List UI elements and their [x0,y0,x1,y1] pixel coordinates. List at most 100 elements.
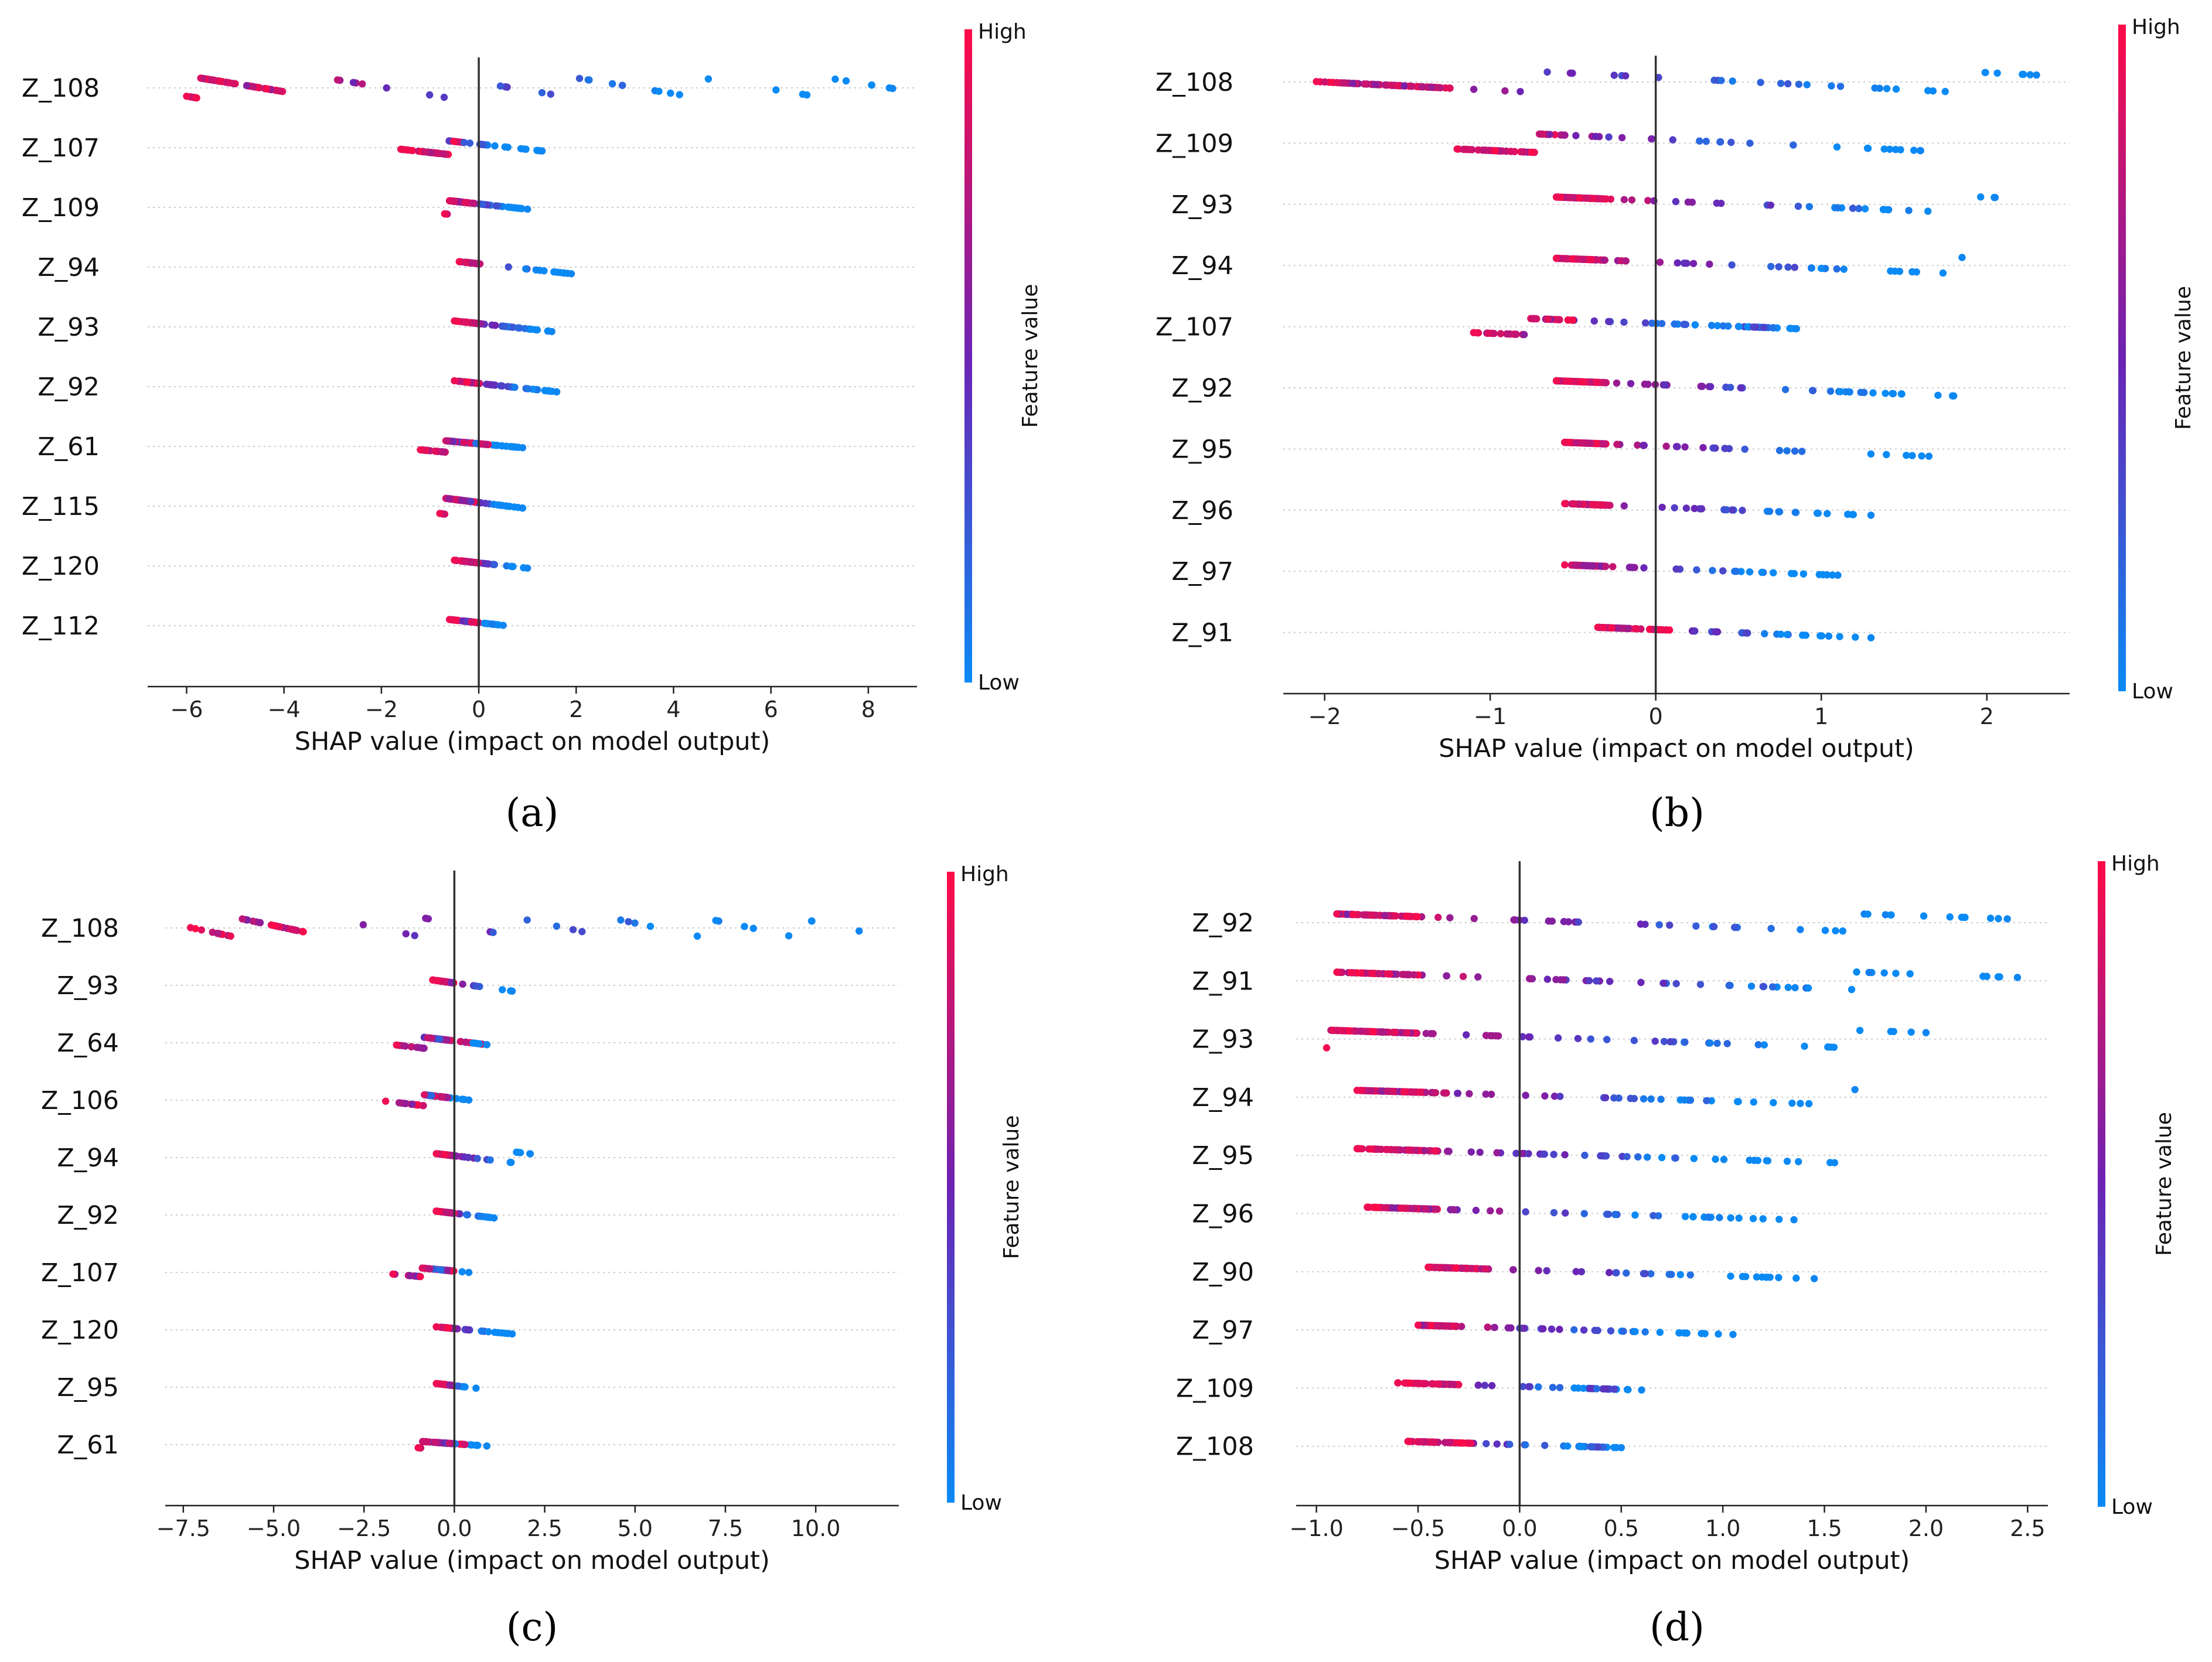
shap-dot [469,199,477,207]
shap-dot [1484,1323,1492,1331]
x-tick-label: −2 [1308,704,1341,729]
shap-dot [1333,910,1341,918]
shap-dot [1739,507,1746,514]
shap-dot [455,258,463,265]
shap-dot [1983,972,1991,980]
shap-dot [1561,131,1569,139]
shap-dot [275,87,283,95]
shap-dot [1869,389,1877,397]
shap-dot [407,1272,414,1279]
shap-dot [187,924,195,931]
shap-dot [1516,88,1524,95]
shap-dot [1338,79,1346,87]
shap-dot [527,325,536,333]
shap-dot [437,1266,444,1274]
shap-dot [1658,1153,1666,1162]
shap-dot [1412,913,1419,920]
shap-dot [1541,1442,1549,1449]
shap-dot [466,139,474,147]
colorbar-high-label: High [978,20,1027,44]
shap-dot [1883,85,1891,93]
shap-dot [1585,977,1593,985]
shap-dot [1572,439,1580,446]
shap-dot [443,437,451,445]
shap-dot [1574,918,1582,926]
shap-dot [517,1149,524,1156]
shap-dot [1446,84,1453,92]
shap-dot [1613,379,1621,387]
shap-dot [1833,143,1841,151]
shap-dot [1555,1034,1562,1042]
shap-dot [1579,255,1587,263]
shap-dot [1443,1089,1450,1097]
shap-dot [479,141,487,148]
shap-dot [693,932,701,940]
shap-dot [1727,1272,1734,1280]
shap-dot [461,1383,469,1391]
feature-label: Z_94 [1171,251,1233,281]
x-tick-label: 0 [1649,704,1663,729]
shap-dot [1844,510,1852,518]
shap-dot [1675,1329,1683,1337]
shap-dot [472,439,480,448]
shap-dot [1867,511,1875,519]
feature-label: Z_108 [1176,1432,1254,1462]
feature-dots-z-93 [451,317,555,336]
shap-dot [1432,1089,1440,1097]
shap-dot [1824,510,1831,517]
feature-dots-z-94 [1553,254,1966,277]
shap-dot [1553,193,1560,201]
shap-dot [1590,317,1598,325]
colorbar [2118,25,2126,691]
shap-dot [1720,1156,1728,1163]
shap-dot [1811,1275,1818,1282]
shap-dot [1725,981,1733,989]
shap-dot [1453,1264,1461,1272]
x-tick-label: −0.5 [1391,1516,1445,1541]
shap-dot [1574,1384,1582,1392]
shap-dot [1674,443,1681,451]
shap-dot [1855,204,1863,213]
shap-dot [1637,920,1645,928]
shap-dot [1369,1028,1377,1036]
shap-dot [506,1158,514,1166]
chart-panel-d: −1.0 −0.5 0.0 0.5 1.0 1.5 2.0 2.5 SHAP value (im… [1176,852,2176,1650]
shap-dot [1476,1148,1484,1156]
shap-dot [1851,1086,1859,1094]
shap-dot [1849,511,1857,518]
panel-label: (d) [1649,1605,1705,1650]
colorbar-low-label: Low [960,1491,1002,1515]
shap-dot [1563,1442,1572,1450]
shap-dot [1548,1325,1556,1333]
shap-dot [1605,133,1613,141]
shap-dot [499,986,506,994]
shap-dot [1769,324,1777,332]
x-tick-label: −7.5 [156,1516,210,1541]
shap-dot [1467,1148,1475,1156]
shap-dot [831,75,839,83]
shap-dot [1371,81,1378,88]
shap-dot [1505,330,1513,338]
shap-dot [505,503,513,510]
shap-dot [1631,1327,1639,1336]
feature-label: Z_108 [41,914,119,943]
shap-dot [1696,981,1705,988]
shap-dot [1907,1028,1915,1036]
shap-dot [451,557,458,564]
shap-dot [1556,1093,1564,1100]
shap-dot [1754,1156,1762,1165]
x-tick-label: 6 [764,697,778,722]
shap-dot [505,263,512,271]
shap-dot [472,1039,480,1047]
shap-dot [465,1096,473,1104]
shap-dot [1891,146,1900,153]
feature-dots-z-109 [1394,1379,1645,1394]
shap-dot [1640,442,1648,449]
feature-dots-z-95 [432,1380,480,1392]
shap-dot [1487,1090,1495,1098]
shap-dot [1712,628,1719,636]
feature-label: Z_107 [41,1258,119,1288]
shap-dot [1482,1440,1490,1448]
shap-dot [1628,196,1636,204]
shap-dot [515,324,523,332]
